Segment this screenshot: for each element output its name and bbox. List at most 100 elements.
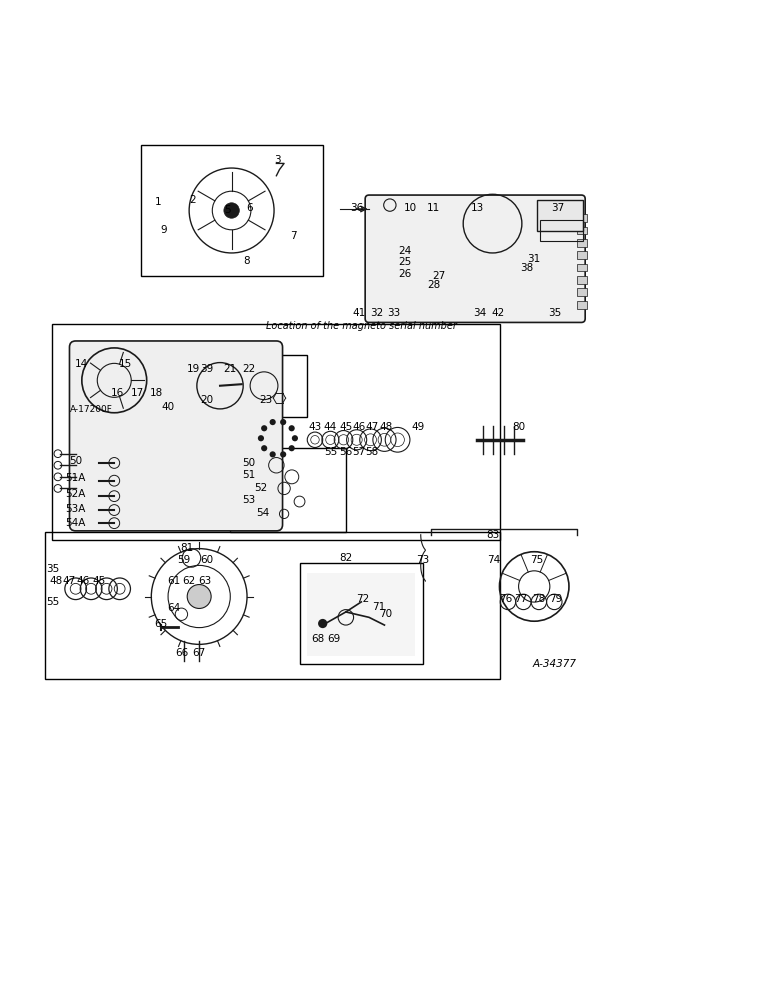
Text: 48: 48 bbox=[379, 422, 393, 432]
Text: 2: 2 bbox=[190, 195, 196, 205]
Bar bbox=[230, 448, 346, 532]
Circle shape bbox=[261, 425, 267, 431]
Text: 34: 34 bbox=[473, 308, 487, 318]
Text: 65: 65 bbox=[154, 619, 168, 629]
Text: 43: 43 bbox=[308, 422, 322, 432]
Circle shape bbox=[318, 619, 327, 628]
Text: 71: 71 bbox=[371, 602, 385, 612]
Text: 69: 69 bbox=[327, 634, 340, 644]
Text: 83: 83 bbox=[486, 530, 499, 540]
Text: 62: 62 bbox=[182, 576, 196, 586]
Text: 36: 36 bbox=[350, 203, 364, 213]
Text: 49: 49 bbox=[411, 422, 425, 432]
Text: 63: 63 bbox=[198, 576, 212, 586]
Text: 18: 18 bbox=[149, 388, 163, 398]
Circle shape bbox=[289, 445, 295, 451]
Text: 77: 77 bbox=[514, 594, 528, 604]
Text: 13: 13 bbox=[470, 203, 484, 213]
FancyBboxPatch shape bbox=[365, 195, 585, 322]
Text: 58: 58 bbox=[365, 447, 379, 457]
Text: 47: 47 bbox=[365, 422, 379, 432]
Circle shape bbox=[269, 419, 276, 425]
Text: 35: 35 bbox=[46, 564, 59, 574]
Text: 45: 45 bbox=[339, 422, 353, 432]
Text: 40: 40 bbox=[161, 402, 175, 412]
Text: 46: 46 bbox=[352, 422, 366, 432]
Bar bbox=[307, 573, 415, 656]
Text: 54: 54 bbox=[256, 508, 269, 518]
Text: 52A: 52A bbox=[66, 489, 86, 499]
Text: 23: 23 bbox=[259, 395, 273, 405]
Text: 44: 44 bbox=[323, 422, 337, 432]
Text: 70: 70 bbox=[379, 609, 393, 619]
Text: 52: 52 bbox=[254, 483, 268, 493]
Bar bbox=[45, 532, 500, 679]
Text: 28: 28 bbox=[427, 280, 441, 290]
Text: 33: 33 bbox=[387, 308, 401, 318]
Text: 42: 42 bbox=[491, 308, 505, 318]
Text: Location of the magneto serial number: Location of the magneto serial number bbox=[266, 321, 457, 331]
Text: 17: 17 bbox=[130, 388, 144, 398]
Text: 47: 47 bbox=[63, 576, 76, 586]
Bar bbox=[577, 301, 587, 309]
Text: 60: 60 bbox=[200, 555, 214, 565]
Text: 38: 38 bbox=[520, 263, 533, 273]
Text: 50: 50 bbox=[69, 456, 83, 466]
Text: 6: 6 bbox=[246, 203, 252, 213]
Text: 25: 25 bbox=[398, 257, 412, 267]
Text: 3: 3 bbox=[275, 155, 281, 165]
Bar bbox=[577, 276, 587, 284]
Text: 24: 24 bbox=[398, 246, 412, 256]
Bar bbox=[540, 220, 583, 241]
Text: 68: 68 bbox=[311, 634, 325, 644]
Text: 46: 46 bbox=[76, 576, 90, 586]
Circle shape bbox=[261, 445, 267, 451]
Text: 53A: 53A bbox=[66, 504, 86, 514]
Text: 15: 15 bbox=[118, 359, 132, 369]
Text: 35: 35 bbox=[547, 308, 561, 318]
Text: 48: 48 bbox=[49, 576, 63, 586]
Text: 79: 79 bbox=[549, 594, 563, 604]
Text: 59: 59 bbox=[177, 555, 191, 565]
FancyBboxPatch shape bbox=[69, 341, 283, 531]
Bar bbox=[537, 200, 583, 231]
Text: 39: 39 bbox=[200, 364, 214, 374]
Circle shape bbox=[289, 425, 295, 431]
Text: 27: 27 bbox=[432, 271, 445, 281]
Text: 64: 64 bbox=[167, 603, 181, 613]
Bar bbox=[52, 324, 500, 540]
Circle shape bbox=[292, 435, 298, 441]
Text: 72: 72 bbox=[356, 594, 370, 604]
Bar bbox=[300, 563, 423, 664]
Text: 76: 76 bbox=[499, 594, 513, 604]
Text: 57: 57 bbox=[352, 447, 366, 457]
Text: 5: 5 bbox=[225, 205, 231, 215]
Text: 54A: 54A bbox=[66, 518, 86, 528]
Circle shape bbox=[258, 435, 264, 441]
Text: 7: 7 bbox=[290, 231, 296, 241]
Text: 45: 45 bbox=[92, 576, 106, 586]
Text: 75: 75 bbox=[530, 555, 543, 565]
Text: A-34377: A-34377 bbox=[533, 659, 576, 669]
Text: 16: 16 bbox=[110, 388, 124, 398]
Bar bbox=[577, 239, 587, 247]
Text: 51A: 51A bbox=[66, 473, 86, 483]
Text: 11: 11 bbox=[427, 203, 441, 213]
Text: 55: 55 bbox=[46, 597, 59, 607]
Text: 81: 81 bbox=[180, 543, 194, 553]
Text: 31: 31 bbox=[527, 254, 541, 264]
Bar bbox=[141, 145, 323, 276]
Circle shape bbox=[187, 585, 212, 608]
Text: 10: 10 bbox=[404, 203, 418, 213]
Text: 26: 26 bbox=[398, 269, 412, 279]
Text: 55: 55 bbox=[323, 447, 337, 457]
Bar bbox=[577, 251, 587, 259]
Text: 73: 73 bbox=[416, 555, 430, 565]
Text: 14: 14 bbox=[74, 359, 88, 369]
Text: 8: 8 bbox=[244, 256, 250, 266]
Text: 78: 78 bbox=[532, 594, 546, 604]
Text: 50: 50 bbox=[242, 458, 256, 468]
Text: 66: 66 bbox=[174, 648, 188, 658]
Bar bbox=[577, 288, 587, 296]
Text: 19: 19 bbox=[186, 364, 200, 374]
